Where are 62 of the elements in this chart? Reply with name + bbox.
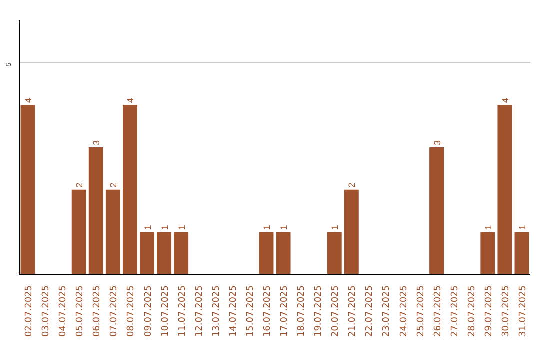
- bar: [344, 190, 359, 274]
- x-tick-label: 09.07.2025: [144, 286, 154, 338]
- data-label: 1: [330, 225, 340, 230]
- x-tick-label: 07.07.2025: [110, 286, 120, 338]
- bar: [140, 232, 154, 274]
- bar: [430, 148, 444, 274]
- data-label: 3: [432, 140, 442, 146]
- x-tick-label: 21.07.2025: [348, 286, 358, 338]
- x-tick-label: 06.07.2025: [92, 286, 103, 338]
- x-tick-label: 13.07.2025: [212, 286, 222, 338]
- x-tick-label: 30.07.2025: [501, 286, 512, 338]
- data-label: 4: [24, 98, 34, 104]
- data-label: 2: [74, 182, 85, 188]
- x-tick-label: 03.07.2025: [42, 286, 52, 338]
- data-label: 1: [279, 225, 290, 230]
- bar: [106, 190, 120, 274]
- data-label: 2: [347, 182, 358, 188]
- x-tick-label: 31.07.2025: [518, 286, 528, 338]
- x-tick-label: 14.07.2025: [228, 286, 239, 338]
- x-tick-label: 15.07.2025: [246, 286, 256, 338]
- data-label: 1: [483, 225, 494, 230]
- data-label: 4: [500, 98, 510, 104]
- x-tick-label: 04.07.2025: [58, 286, 69, 338]
- data-label: 1: [142, 225, 153, 230]
- x-tick-label: 26.07.2025: [433, 286, 444, 338]
- bar: [259, 232, 274, 274]
- bar: [157, 232, 172, 274]
- data-label: 3: [92, 140, 102, 146]
- x-tick-label: 02.07.2025: [24, 286, 35, 338]
- x-tick-label: 17.07.2025: [280, 286, 290, 338]
- x-tick-label: 29.07.2025: [484, 286, 494, 338]
- bar: [276, 232, 291, 274]
- data-label: 4: [126, 98, 136, 104]
- bar: [20, 105, 36, 274]
- data-label: 2: [108, 182, 119, 188]
- bar: [514, 232, 530, 274]
- x-tick-label: 16.07.2025: [262, 286, 273, 338]
- data-label: 1: [517, 225, 528, 230]
- data-label: 1: [160, 225, 170, 230]
- bar: [480, 232, 496, 274]
- bar: [88, 148, 104, 274]
- x-tick-label: 08.07.2025: [126, 286, 137, 338]
- x-tick-label: 05.07.2025: [76, 286, 86, 338]
- x-tick-label: 11.07.2025: [178, 286, 188, 338]
- x-tick-label: 12.07.2025: [194, 286, 205, 338]
- bar: [122, 105, 138, 274]
- x-tick-label: 10.07.2025: [160, 286, 171, 338]
- x-tick-label: 20.07.2025: [331, 286, 342, 338]
- x-tick-label: 18.07.2025: [297, 286, 308, 338]
- x-tick-label: 23.07.2025: [382, 286, 392, 338]
- bar: [72, 190, 86, 274]
- x-tick-label: 28.07.2025: [467, 286, 478, 338]
- data-label: 1: [262, 225, 272, 230]
- bar: [498, 105, 512, 274]
- x-tick-label: 25.07.2025: [416, 286, 426, 338]
- x-tick-label: 19.07.2025: [314, 286, 324, 338]
- x-tick-label: 27.07.2025: [450, 286, 460, 338]
- x-tick-label: 22.07.2025: [365, 286, 376, 338]
- bar: [327, 232, 342, 274]
- x-tick-label: 24.07.2025: [399, 286, 410, 338]
- bar: [174, 232, 189, 274]
- data-label: 1: [176, 225, 187, 230]
